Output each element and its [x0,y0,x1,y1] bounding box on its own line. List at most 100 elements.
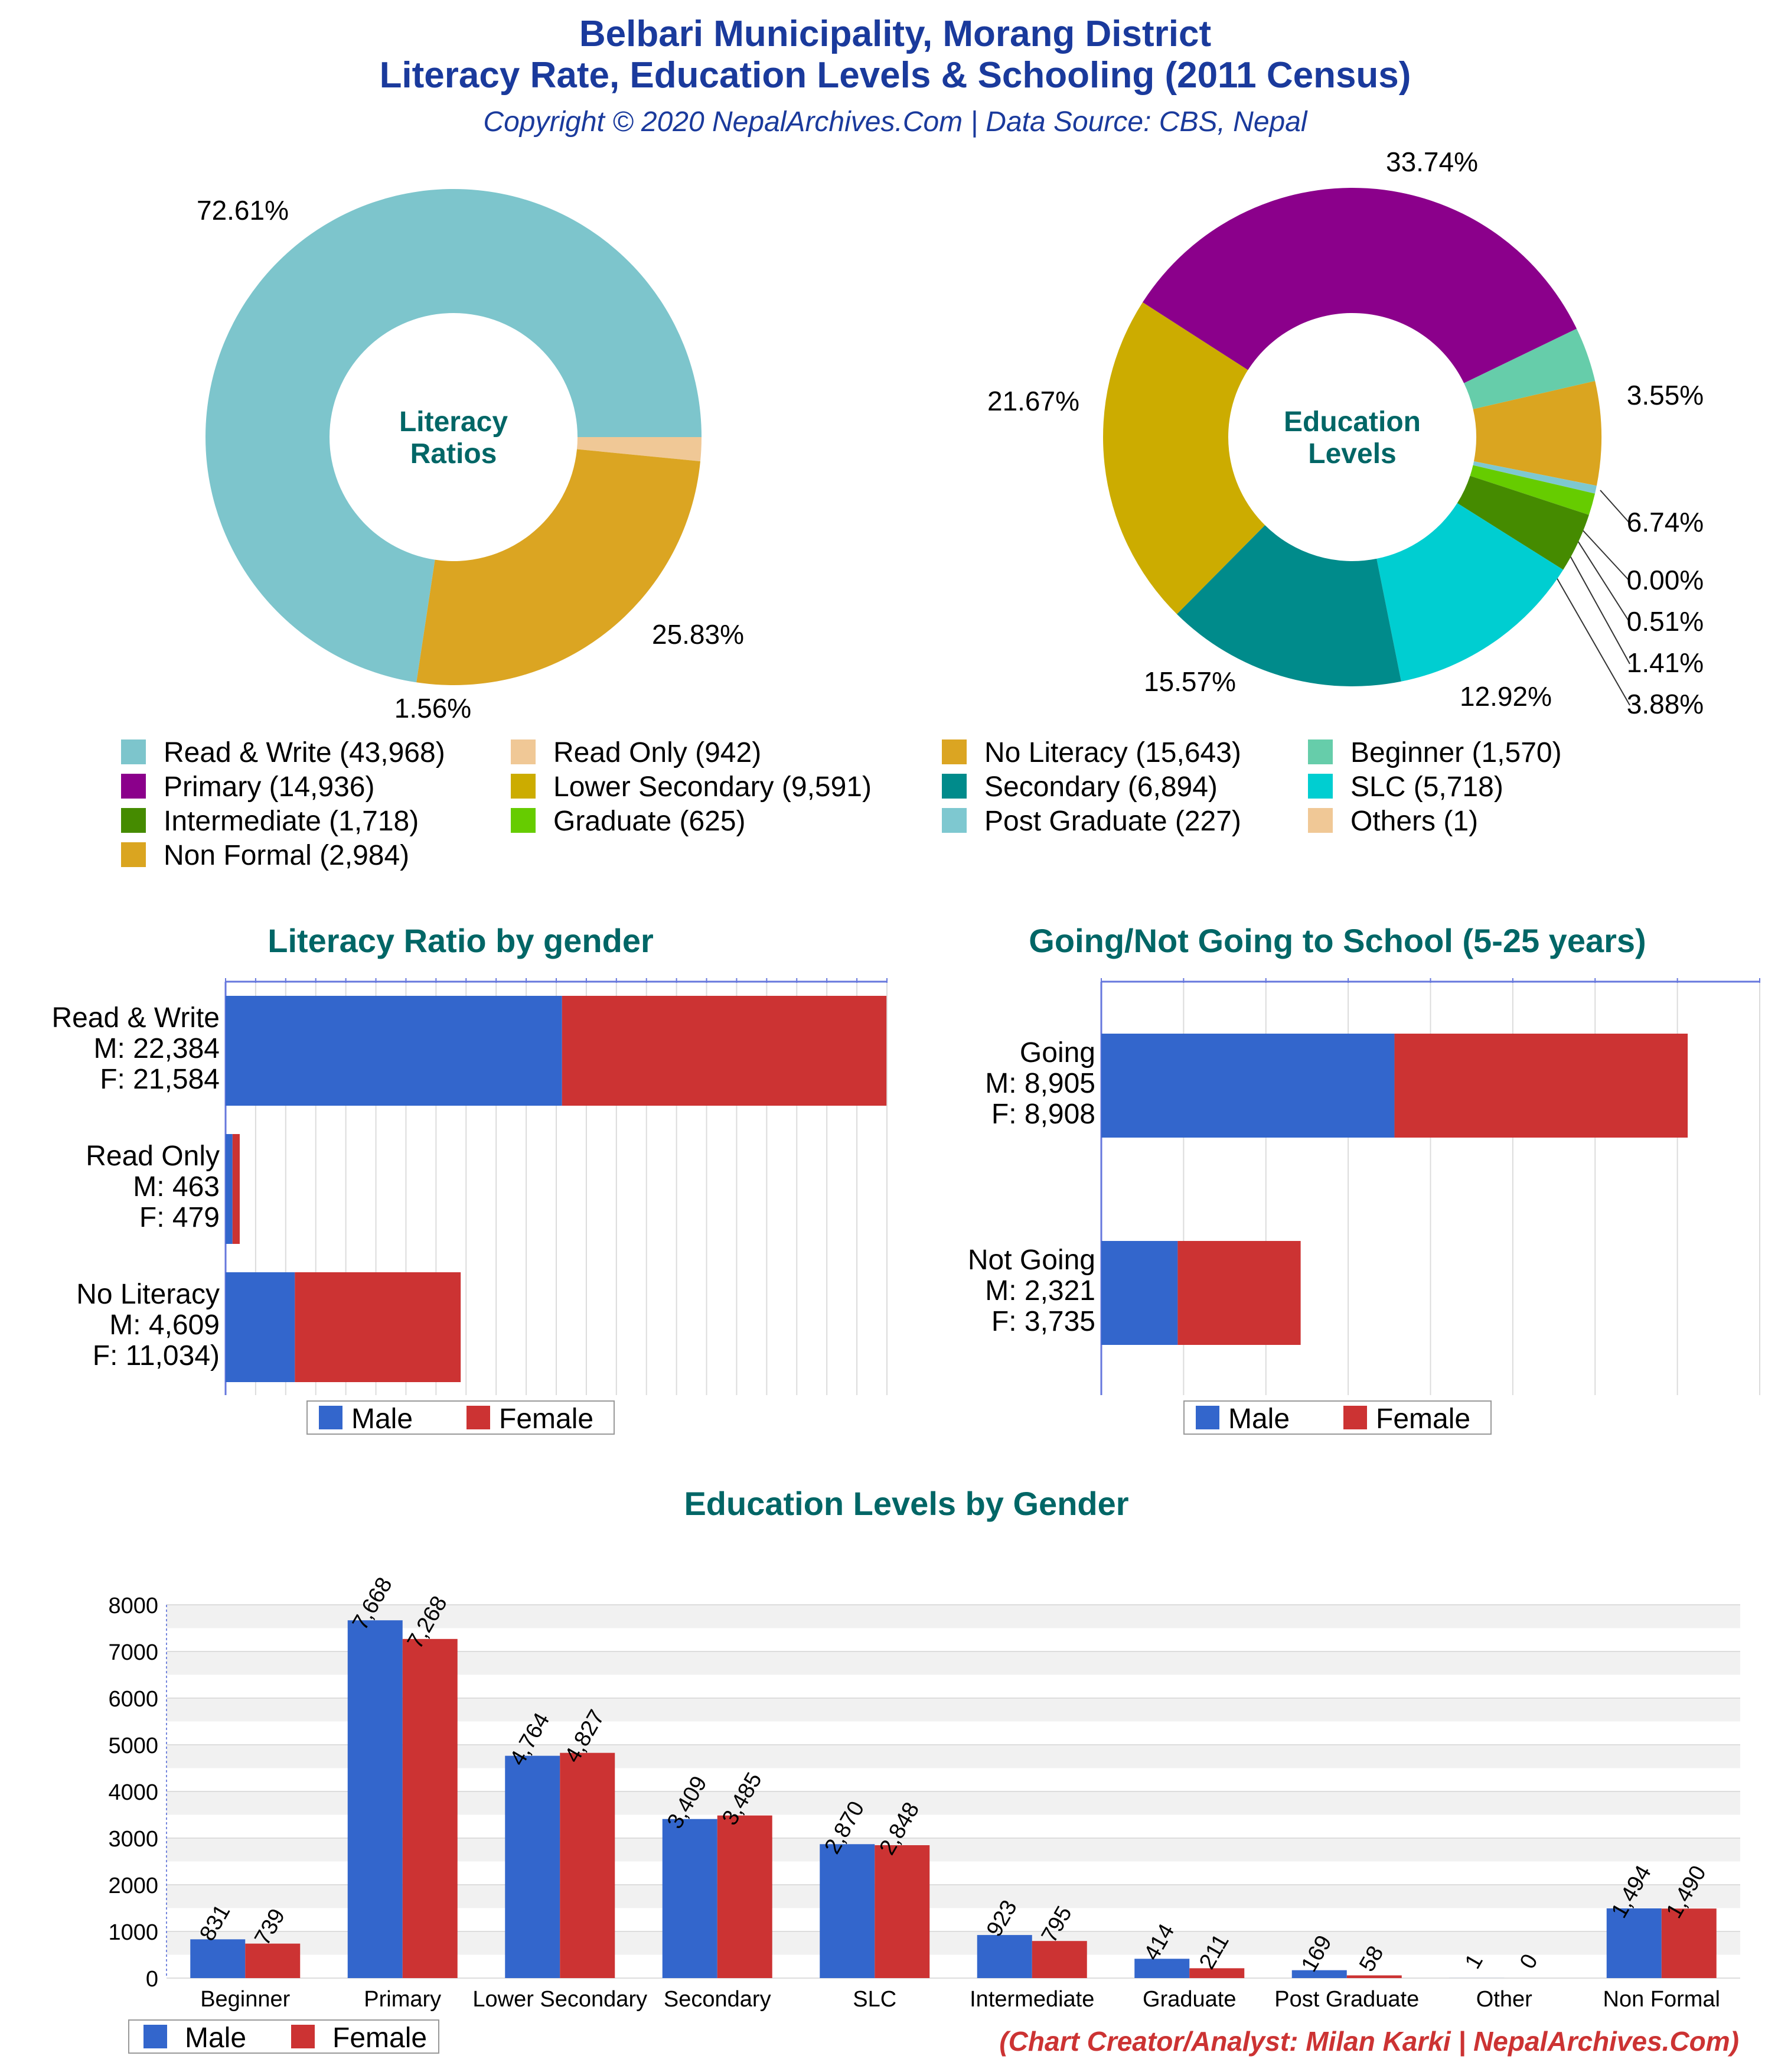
bar-segment [295,1272,461,1382]
leader-line [1573,534,1630,623]
bar [662,1819,717,1978]
donut-slice [1464,328,1596,409]
bar-segment [226,1272,295,1382]
legend-label: Read & Write (43,968) [164,737,445,768]
legend-swatch [121,774,146,799]
bar [1346,1975,1402,1978]
y-tick-label: 2000 [108,1874,158,1898]
legend-label: Lower Secondary (9,591) [553,771,872,803]
legend-swatch [1343,1406,1367,1429]
x-tick-label: Secondary [664,1987,771,2012]
grid-band [167,1605,1740,1628]
bar-segment [562,996,887,1106]
legend-swatch [942,739,967,764]
legend-swatch [1308,808,1333,833]
bar-segment [226,996,562,1106]
category-label: No Literacy [76,1279,220,1310]
x-tick-label: Graduate [1143,1987,1236,2012]
legend-label: Graduate (625) [553,806,746,837]
legend-label: Male [185,2022,246,2054]
category-label: F: 3,735 [991,1306,1095,1337]
slice-percent-label: 21.67% [987,386,1079,416]
legend-swatch [1196,1406,1219,1429]
bar [1032,1941,1087,1978]
legend-swatch [1308,739,1333,764]
y-tick-label: 7000 [108,1640,158,1665]
legend-swatch [121,739,146,764]
legend-swatch [942,808,967,833]
x-tick-label: Post Graduate [1274,1987,1419,2012]
slice-percent-label: 33.74% [1386,146,1478,177]
legend-swatch [511,774,536,799]
legend-label: Male [351,1403,413,1435]
donut-slice [1473,461,1597,494]
legend-label: Secondary (6,894) [984,771,1218,803]
y-tick-label: 4000 [108,1780,158,1805]
donut-slice [1176,525,1401,687]
slice-percent-label: 72.61% [197,195,289,226]
slice-percent-label: 1.41% [1627,647,1704,678]
slice-percent-label: 1.56% [394,693,471,724]
donut-center-label: Education [1284,406,1421,438]
donut-center-label: Literacy [399,406,508,438]
bar [1189,1968,1245,1978]
x-tick-label: Beginner [200,1987,290,2012]
bar [1134,1959,1190,1978]
category-label: Read Only [86,1141,220,1172]
category-label: Read & Write [51,1002,220,1034]
bar-segment [1101,1034,1395,1138]
donut-slice [1457,475,1589,570]
bar-segment [1394,1034,1688,1138]
legend-label: Male [1228,1403,1290,1435]
bar [977,1935,1032,1978]
leader-line [1579,526,1630,582]
bar [190,1939,246,1978]
bar-segment [1177,1241,1301,1345]
donut-slice [205,188,702,683]
donut-slice [1376,503,1564,682]
donut-slice [1473,380,1602,486]
y-tick-label: 1000 [108,1920,158,1945]
credit-line: (Chart Creator/Analyst: Milan Karki | Ne… [999,2026,1739,2057]
legend-swatch [121,808,146,833]
category-label: M: 463 [133,1171,220,1203]
donut-slice [1470,465,1596,515]
legend-swatch [291,2025,315,2048]
legend-label: Post Graduate (227) [984,806,1241,837]
x-tick-label: Non Formal [1603,1987,1721,2012]
slice-percent-label: 15.57% [1144,666,1236,697]
legend-label: Read Only (942) [553,737,761,768]
slice-percent-label: 6.74% [1627,507,1704,537]
legend-box [1183,1400,1492,1435]
donut-slice [1143,187,1577,383]
donut-legend: Read & Write (43,968) Read Only (942) No L… [121,737,1562,871]
slice-percent-label: 0.51% [1627,606,1704,637]
legend-swatch [511,739,536,764]
category-label: F: 11,034) [93,1340,220,1371]
copyright-line: Copyright © 2020 NepalArchives.Com | Dat… [483,106,1307,138]
legend-label: Non Formal (2,984) [164,840,409,871]
category-label: Not Going [968,1244,1095,1276]
category-label: F: 8,908 [991,1099,1095,1130]
x-tick-label: Primary [364,1987,441,2012]
bar [245,1943,301,1978]
bar-segment [1101,1241,1178,1345]
bar [875,1845,930,1978]
leader-line [1564,546,1630,664]
bar-segment [226,1134,233,1244]
slice-percent-label: 25.83% [652,619,744,650]
legend-swatch [121,842,146,867]
legend-swatch [143,2025,167,2048]
main-title-line2: Literacy Rate, Education Levels & School… [380,55,1411,96]
bar [347,1620,403,1978]
category-label: M: 4,609 [109,1309,220,1341]
schooling-title: Going/Not Going to School (5-25 years) [1029,922,1646,959]
donut-center-label: Ratios [410,438,497,470]
legend-swatch [1308,774,1333,799]
y-tick-label: 6000 [108,1687,158,1712]
bar [1291,1970,1347,1978]
slice-percent-label: 0.00% [1627,565,1704,595]
category-label: F: 479 [139,1202,220,1233]
